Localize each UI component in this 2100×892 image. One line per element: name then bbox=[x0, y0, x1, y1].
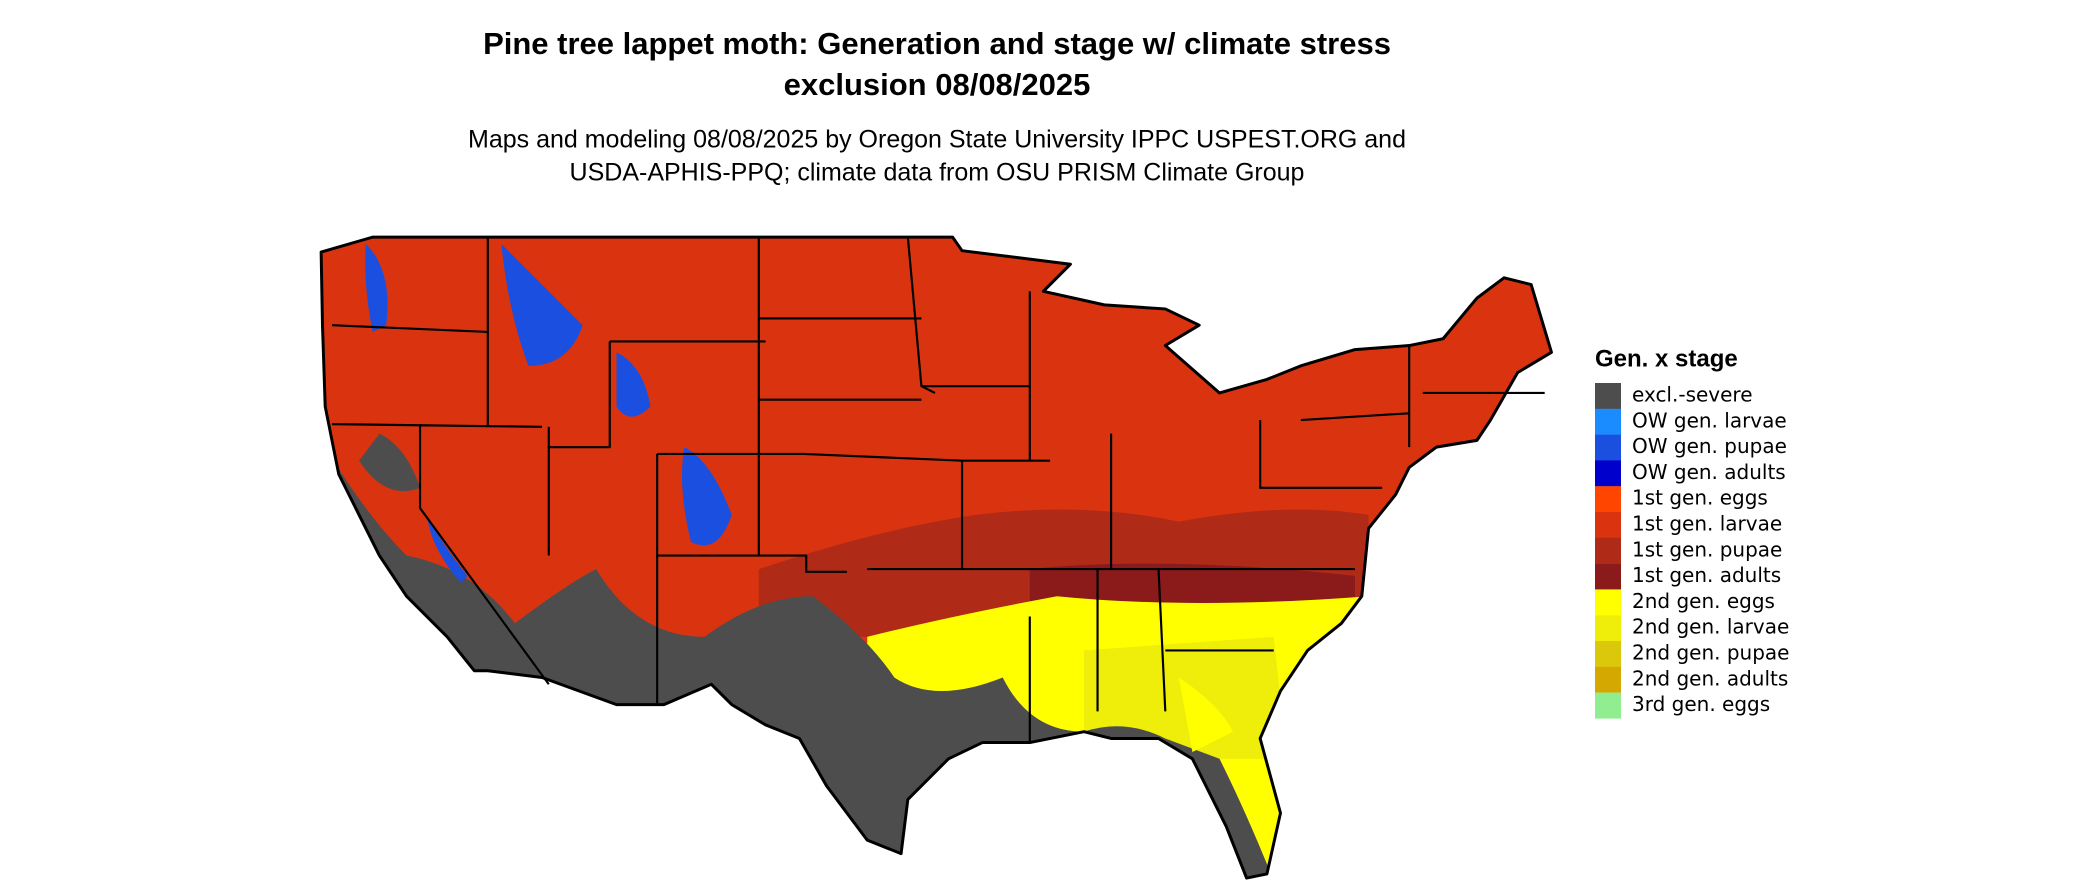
legend-label: 1st gen. eggs bbox=[1632, 486, 1768, 510]
legend-label: 1st gen. adults bbox=[1632, 563, 1781, 587]
title-line: Pine tree lappet moth: Generation and st… bbox=[483, 26, 1391, 61]
legend-label: 2nd gen. eggs bbox=[1632, 589, 1775, 613]
legend-swatch bbox=[1595, 434, 1621, 461]
legend-label: 1st gen. pupae bbox=[1632, 537, 1782, 561]
legend-swatch bbox=[1595, 460, 1621, 487]
legend-swatch bbox=[1595, 615, 1621, 642]
region bbox=[426, 514, 468, 583]
legend-swatch bbox=[1595, 692, 1621, 719]
legend-swatch bbox=[1595, 641, 1621, 667]
legend-label: OW gen. larvae bbox=[1632, 408, 1787, 432]
region bbox=[1178, 677, 1234, 753]
legend-swatch bbox=[1595, 486, 1621, 513]
legend-swatch bbox=[1595, 537, 1621, 564]
subtitle-line: USDA-APHIS-PPQ; climate data from OSU PR… bbox=[570, 159, 1305, 187]
title-line: exclusion 08/08/2025 bbox=[784, 67, 1091, 102]
legend-label: 1st gen. larvae bbox=[1632, 512, 1782, 536]
legend-swatch bbox=[1595, 589, 1621, 616]
legend-swatch bbox=[1595, 512, 1621, 538]
legend-swatch bbox=[1595, 666, 1621, 693]
subtitle-line: Maps and modeling 08/08/2025 by Oregon S… bbox=[468, 126, 1406, 154]
legend-label: excl.-severe bbox=[1632, 383, 1753, 407]
legend-label: 3rd gen. eggs bbox=[1632, 692, 1770, 716]
legend-label: 2nd gen. larvae bbox=[1632, 615, 1789, 639]
map bbox=[319, 235, 1553, 880]
region bbox=[501, 243, 583, 366]
legend-title: Gen. x stage bbox=[1595, 345, 1738, 372]
legend-swatch bbox=[1595, 383, 1621, 409]
region bbox=[359, 433, 421, 492]
map-fill bbox=[321, 237, 1552, 879]
legend-swatch bbox=[1595, 563, 1621, 590]
legend-swatch bbox=[1595, 408, 1621, 435]
legend-label: 2nd gen. adults bbox=[1632, 666, 1788, 690]
legend-label: OW gen. pupae bbox=[1632, 434, 1787, 458]
region bbox=[616, 352, 651, 417]
state-lines bbox=[331, 237, 1545, 743]
region bbox=[365, 243, 388, 332]
region bbox=[682, 447, 732, 546]
legend-label: OW gen. adults bbox=[1632, 460, 1786, 484]
legend-label: 2nd gen. pupae bbox=[1632, 641, 1789, 665]
